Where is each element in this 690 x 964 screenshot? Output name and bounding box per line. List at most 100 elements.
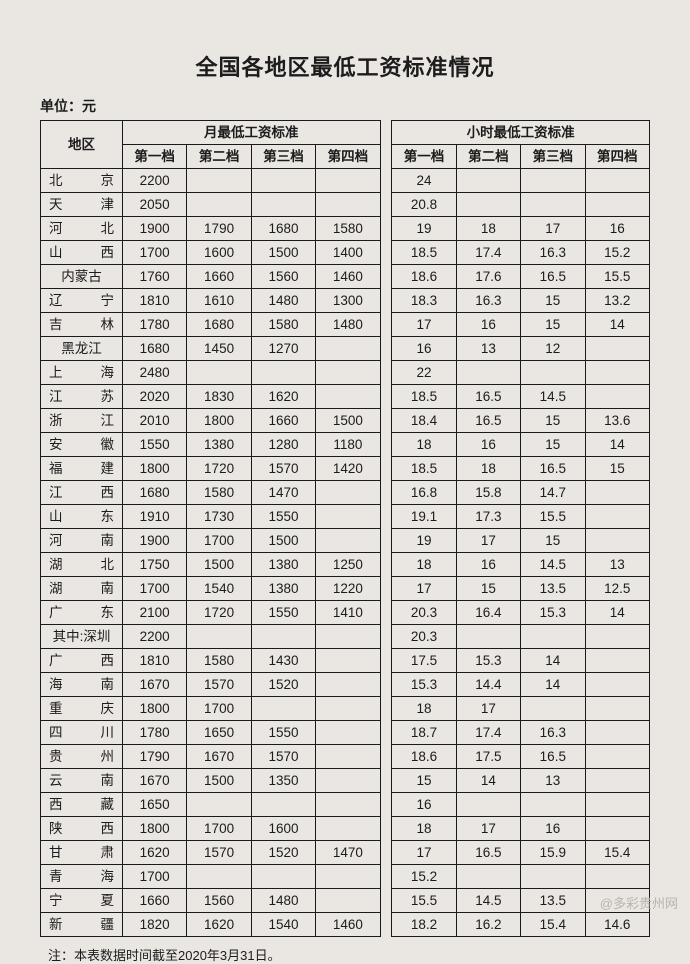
hourly-cell: 15 [585,457,649,481]
hourly-cell: 15 [521,313,585,337]
monthly-cell: 1570 [251,745,315,769]
gap-cell [380,409,392,433]
monthly-cell: 1780 [122,721,186,745]
monthly-cell: 1520 [251,841,315,865]
hourly-cell: 18 [456,457,520,481]
region-cell: 贵州 [41,745,123,769]
hourly-cell: 14.5 [521,553,585,577]
monthly-cell: 1400 [316,241,380,265]
hourly-cell [521,865,585,889]
monthly-cell [316,529,380,553]
gap-cell [380,529,392,553]
hourly-cell [521,193,585,217]
hourly-cell [585,193,649,217]
monthly-cell [316,889,380,913]
hourly-cell: 17 [456,697,520,721]
monthly-cell: 1580 [316,217,380,241]
col-m-tier1: 第一档 [122,145,186,169]
monthly-cell: 1550 [251,601,315,625]
table-row: 贵州17901670157018.617.516.5 [41,745,650,769]
hourly-cell: 18 [392,817,456,841]
region-cell: 其中:深圳 [41,625,123,649]
gap-cell [380,457,392,481]
gap-cell [380,817,392,841]
monthly-cell [251,193,315,217]
hourly-cell: 16.5 [521,457,585,481]
col-h-tier1: 第一档 [392,145,456,169]
hourly-cell: 19.1 [392,505,456,529]
gap-cell [380,433,392,457]
monthly-cell [316,481,380,505]
hourly-cell: 13.5 [521,889,585,913]
hourly-cell: 17.3 [456,505,520,529]
table-row: 福建180017201570142018.51816.515 [41,457,650,481]
table-row: 云南167015001350151413 [41,769,650,793]
monthly-cell: 1900 [122,529,186,553]
monthly-cell: 1700 [187,697,251,721]
wage-table: 地区 月最低工资标准 小时最低工资标准 第一档 第二档 第三档 第四档 第一档 … [40,120,650,937]
monthly-cell: 1680 [122,337,186,361]
monthly-cell: 1540 [187,577,251,601]
monthly-cell [316,673,380,697]
monthly-cell: 1670 [122,673,186,697]
monthly-cell: 1800 [122,817,186,841]
hourly-cell: 15.4 [585,841,649,865]
monthly-cell: 1620 [251,385,315,409]
hourly-cell: 17.6 [456,265,520,289]
monthly-cell: 1800 [122,457,186,481]
monthly-cell: 1350 [251,769,315,793]
table-body: 北京220024天津205020.8河北19001790168015801918… [41,169,650,937]
monthly-cell: 2010 [122,409,186,433]
hourly-cell [585,385,649,409]
hourly-cell: 13 [456,337,520,361]
monthly-cell: 2200 [122,625,186,649]
region-cell: 广东 [41,601,123,625]
gap-cell [380,193,392,217]
region-cell: 天津 [41,193,123,217]
monthly-cell [187,361,251,385]
monthly-cell: 1550 [122,433,186,457]
monthly-cell: 1480 [316,313,380,337]
monthly-cell: 1500 [187,769,251,793]
monthly-cell [316,505,380,529]
region-cell: 浙江 [41,409,123,433]
region-cell: 江苏 [41,385,123,409]
hourly-cell: 16 [521,817,585,841]
table-row: 辽宁181016101480130018.316.31513.2 [41,289,650,313]
monthly-cell: 1550 [251,505,315,529]
gap-cell [380,601,392,625]
monthly-cell: 1700 [187,817,251,841]
hourly-cell: 18 [392,697,456,721]
monthly-cell: 1810 [122,289,186,313]
monthly-cell: 1600 [187,241,251,265]
gap-cell [380,217,392,241]
hourly-cell: 18.5 [392,457,456,481]
monthly-cell [187,793,251,817]
table-row: 吉林178016801580148017161514 [41,313,650,337]
monthly-cell: 1830 [187,385,251,409]
monthly-cell: 1560 [187,889,251,913]
table-row: 山西170016001500140018.517.416.315.2 [41,241,650,265]
monthly-cell: 2100 [122,601,186,625]
monthly-cell: 1560 [251,265,315,289]
hourly-cell: 15.9 [521,841,585,865]
hourly-cell [521,361,585,385]
col-region: 地区 [41,121,123,169]
hourly-cell: 16 [456,433,520,457]
hourly-cell [521,169,585,193]
hourly-cell: 16 [456,553,520,577]
hourly-cell: 17 [392,313,456,337]
footnote: 注：本表数据时间截至2020年3月31日。 [48,945,650,964]
monthly-cell [316,361,380,385]
col-m-tier4: 第四档 [316,145,380,169]
hourly-cell: 20.8 [392,193,456,217]
hourly-cell: 17.5 [456,745,520,769]
region-cell: 湖北 [41,553,123,577]
hourly-cell [585,745,649,769]
hourly-cell: 15.5 [521,505,585,529]
hourly-cell: 18 [392,553,456,577]
hourly-cell: 16 [456,313,520,337]
region-cell: 山东 [41,505,123,529]
hourly-cell [585,697,649,721]
hourly-cell [585,865,649,889]
